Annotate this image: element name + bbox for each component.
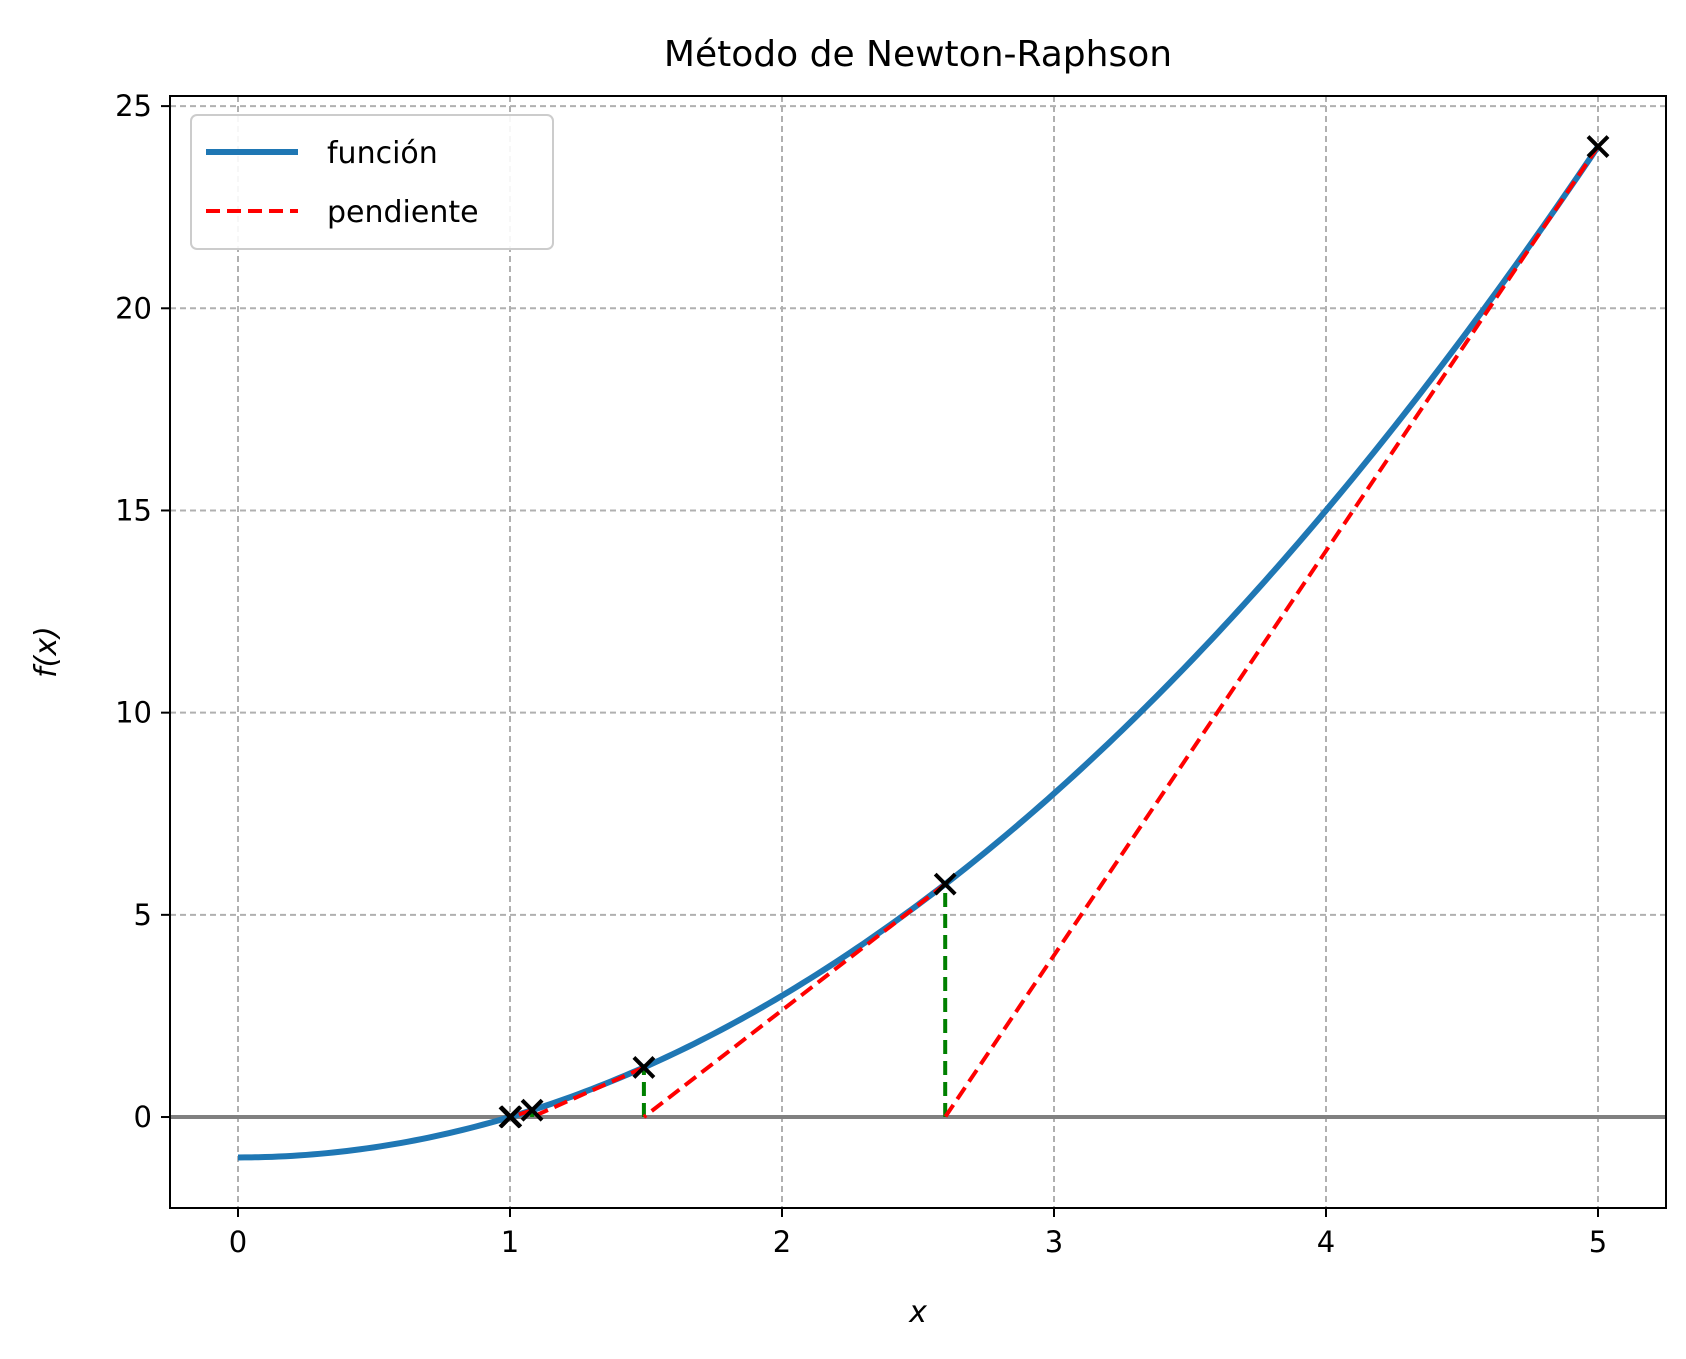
y-tick-label: 10 — [115, 696, 152, 730]
legend: función pendiente — [190, 114, 554, 250]
iterate-marker — [520, 1098, 544, 1122]
y-axis-label: f(x) — [29, 626, 64, 678]
x-tick-label: 0 — [229, 1225, 247, 1259]
y-axis-ticks: 0 5 10 15 20 25 — [115, 89, 170, 1134]
y-tick-label: 15 — [115, 493, 152, 527]
y-tick-label: 25 — [115, 89, 152, 123]
x-axis-ticks: 0 1 2 3 4 5 — [229, 1208, 1607, 1259]
iterate-marker — [1586, 135, 1610, 158]
chart-title: Método de Newton-Raphson — [664, 34, 1172, 75]
legend-label-funcion: función — [327, 136, 438, 171]
grid — [170, 96, 1666, 1208]
x-tick-label: 3 — [1045, 1225, 1063, 1259]
legend-label-pendiente: pendiente — [327, 195, 479, 230]
y-tick-label: 5 — [134, 898, 152, 932]
x-tick-label: 1 — [501, 1225, 519, 1259]
x-axis-label: x — [908, 1295, 927, 1330]
x-tick-label: 4 — [1317, 1225, 1335, 1259]
plot-frame — [169, 95, 1667, 1209]
iterate-marker — [632, 1055, 656, 1079]
y-tick-label: 20 — [115, 291, 152, 325]
iterate-marker — [498, 1105, 522, 1129]
x-tick-label: 2 — [773, 1225, 791, 1259]
y-tick-label: 0 — [134, 1100, 152, 1134]
x-tick-label: 5 — [1589, 1225, 1607, 1259]
slope-line — [943, 145, 1600, 1119]
iterate-markers — [498, 135, 1610, 1129]
iterate-marker — [933, 872, 957, 896]
slope-line — [642, 882, 947, 1119]
legend-box — [190, 114, 554, 250]
